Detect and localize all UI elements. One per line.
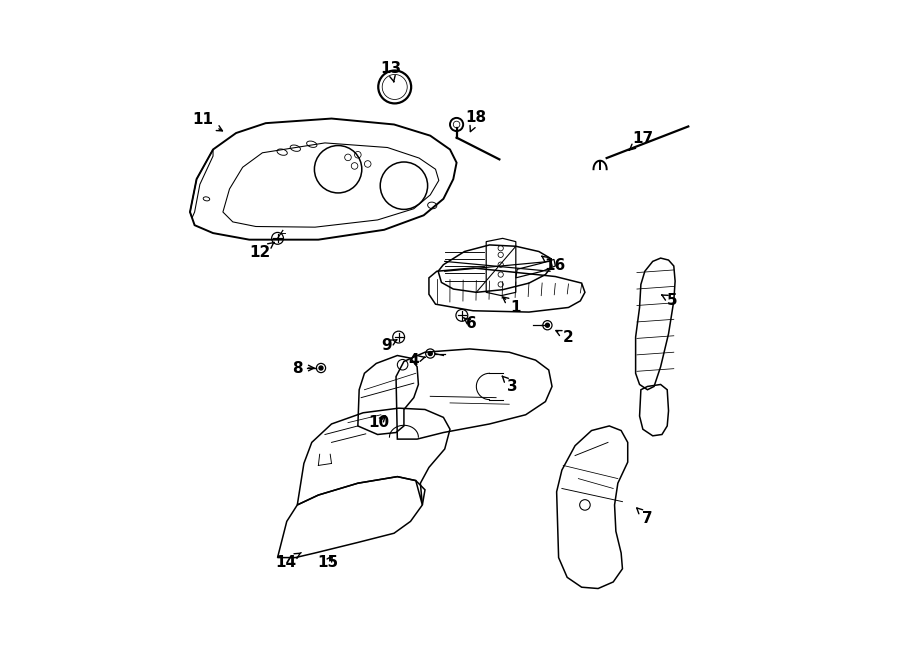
Text: 5: 5 — [662, 293, 678, 309]
Text: 2: 2 — [556, 330, 574, 344]
Circle shape — [319, 366, 323, 370]
Text: 16: 16 — [542, 256, 566, 274]
Text: 13: 13 — [380, 61, 401, 82]
Text: 11: 11 — [193, 112, 222, 131]
Text: 15: 15 — [318, 555, 338, 570]
Text: 18: 18 — [466, 110, 487, 132]
Text: 14: 14 — [274, 553, 302, 570]
Text: 17: 17 — [629, 131, 653, 151]
Text: 4: 4 — [409, 352, 425, 368]
Circle shape — [545, 323, 549, 327]
Text: 10: 10 — [368, 415, 390, 430]
Text: 9: 9 — [381, 338, 397, 353]
Text: 7: 7 — [636, 508, 652, 525]
Text: 6: 6 — [464, 317, 477, 331]
Text: 3: 3 — [502, 376, 518, 394]
Text: 12: 12 — [250, 243, 274, 260]
Text: 1: 1 — [503, 297, 521, 315]
Circle shape — [428, 352, 432, 356]
Text: 8: 8 — [292, 360, 314, 375]
